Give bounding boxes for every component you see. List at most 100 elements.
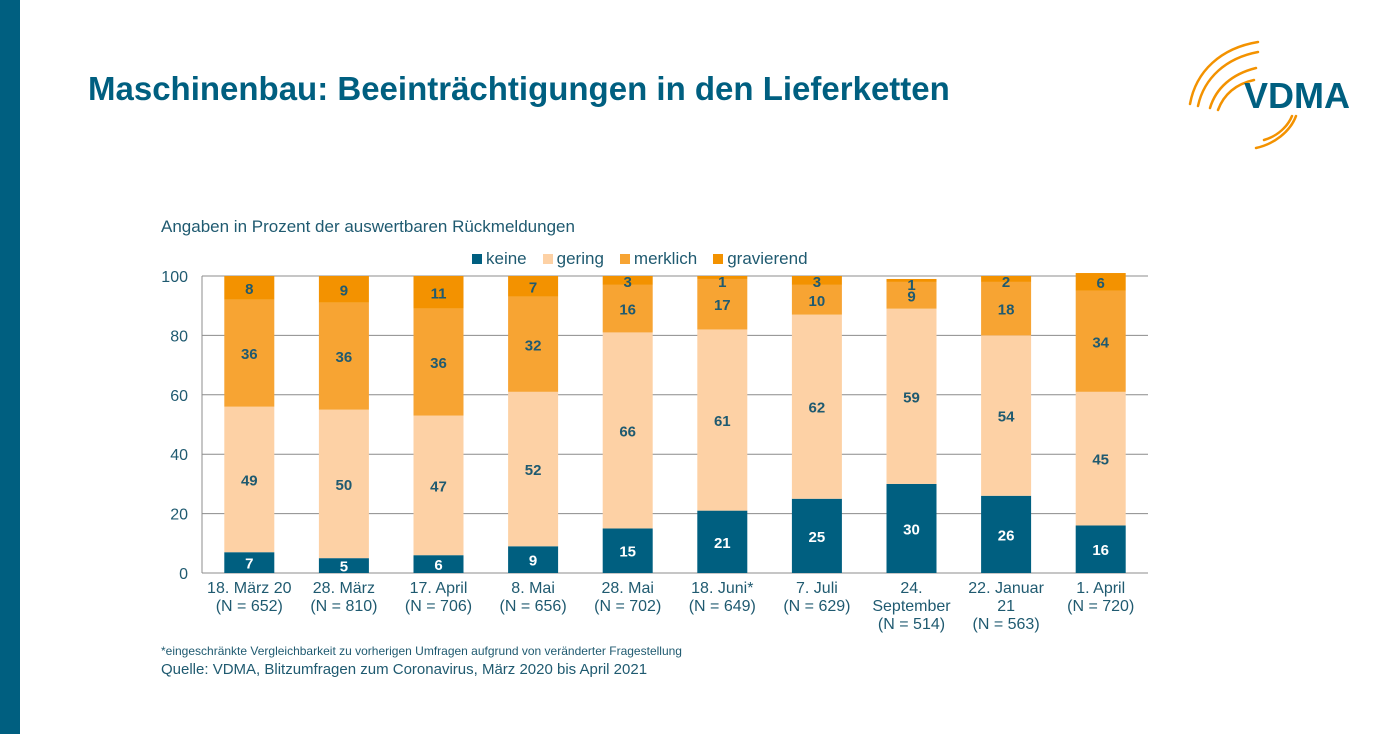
x-tick-label: (N = 629) — [783, 598, 850, 615]
x-tick-label: (N = 810) — [310, 598, 377, 615]
x-tick-label: 17. April — [410, 580, 468, 597]
bar-segment-merklich — [697, 278, 748, 330]
data-label-keine: 6 — [434, 557, 442, 574]
data-label-merklich: 9 — [907, 288, 915, 305]
x-tick-label: (N = 514) — [878, 616, 945, 633]
y-tick-label: 100 — [161, 269, 188, 286]
logo-arcs-icon — [1188, 40, 1298, 150]
data-label-gering: 54 — [998, 409, 1015, 426]
x-tick-label: 18. Juni* — [691, 580, 753, 597]
bar-segment-gravierend — [318, 276, 369, 303]
x-tick-label: 21 — [997, 598, 1015, 615]
data-label-gering: 47 — [430, 478, 447, 495]
legend-item-gravierend: gravierend — [713, 249, 808, 269]
legend-item-gering: gering — [542, 249, 604, 269]
data-label-gravierend: 1 — [718, 274, 726, 291]
bar-segment-gering — [981, 335, 1032, 496]
data-label-merklich: 36 — [430, 355, 447, 372]
y-tick-label: 60 — [170, 388, 188, 405]
page-title: Maschinenbau: Beeinträchtigungen in den … — [88, 70, 950, 107]
y-tick-label: 20 — [170, 507, 188, 524]
data-label-gravierend: 8 — [245, 281, 253, 298]
bar-segment-gering — [791, 314, 842, 499]
bar-segment-gravierend — [508, 276, 559, 297]
data-label-gravierend: 6 — [1097, 275, 1105, 292]
data-label-gering: 49 — [241, 472, 258, 489]
bar-segment-gravierend — [981, 276, 1032, 282]
bar-segment-merklich — [602, 284, 653, 333]
bar-segment-gering — [508, 391, 559, 547]
data-label-gravierend: 11 — [431, 285, 447, 302]
bar-segment-merklich — [1075, 290, 1126, 392]
data-label-keine: 15 — [619, 544, 636, 561]
data-label-keine: 16 — [1092, 542, 1109, 559]
bar-segment-gering — [224, 406, 275, 553]
data-label-keine: 21 — [714, 535, 731, 552]
chart-subtitle: Angaben in Prozent der auswertbaren Rück… — [161, 217, 575, 236]
legend-item-merklich: merklich — [619, 249, 697, 269]
data-label-gering: 50 — [336, 477, 353, 494]
data-label-gravierend: 3 — [624, 274, 632, 291]
chart-legend: keine gering merklich gravierend — [472, 249, 824, 269]
bar-segment-gering — [697, 329, 748, 511]
x-tick-label: 8. Mai — [511, 580, 555, 597]
bar-segment-merklich — [413, 308, 464, 416]
bar-segment-merklich — [318, 302, 369, 410]
data-label-merklich: 36 — [336, 349, 353, 366]
bar-segment-keine — [318, 558, 369, 573]
y-tick-label: 0 — [179, 566, 188, 583]
data-label-keine: 9 — [529, 553, 537, 570]
bar-segment-keine — [224, 552, 275, 573]
source-note: Quelle: VDMA, Blitzumfragen zum Coronavi… — [161, 661, 648, 678]
x-tick-label: (N = 706) — [405, 598, 472, 615]
x-tick-label: 1. April — [1076, 580, 1125, 597]
data-label-merklich: 36 — [241, 346, 258, 363]
legend-item-keine: keine — [472, 249, 527, 269]
vdma-logo: VDMA — [1188, 40, 1350, 150]
bar-segment-gering — [318, 409, 369, 559]
data-label-gering: 62 — [809, 400, 826, 417]
bar-segment-gravierend — [602, 276, 653, 285]
bar-segment-gravierend — [224, 276, 275, 300]
bar-segment-keine — [1075, 525, 1126, 573]
x-tick-label: (N = 656) — [500, 598, 567, 615]
data-label-gering: 59 — [903, 389, 920, 406]
data-label-keine: 30 — [903, 521, 920, 538]
bar-segment-keine — [602, 528, 653, 573]
footnote: *eingeschränkte Vergleichbarkeit zu vorh… — [161, 644, 682, 658]
data-label-gravierend: 7 — [529, 279, 537, 296]
bar-segment-gravierend — [413, 276, 464, 309]
data-label-gravierend: 2 — [1002, 274, 1010, 291]
bar-segment-keine — [508, 546, 559, 573]
data-label-gravierend: 9 — [340, 282, 348, 299]
bar-segment-merklich — [224, 299, 275, 407]
bar-segment-merklich — [791, 284, 842, 315]
side-accent-bar — [0, 0, 20, 734]
y-tick-label: 40 — [170, 447, 188, 464]
x-tick-label: (N = 649) — [689, 598, 756, 615]
bar-segment-gering — [413, 415, 464, 556]
x-tick-label: (N = 702) — [594, 598, 661, 615]
data-label-gering: 66 — [619, 423, 636, 440]
x-tick-label: 7. Juli — [796, 580, 838, 597]
x-tick-label: (N = 652) — [216, 598, 283, 615]
data-label-merklich: 32 — [525, 337, 542, 354]
data-label-gering: 61 — [714, 413, 731, 430]
data-label-merklich: 18 — [998, 302, 1015, 319]
y-tick-label: 80 — [170, 328, 188, 345]
data-label-gering: 52 — [525, 462, 542, 479]
legend-label-gravierend: gravierend — [727, 249, 808, 268]
data-label-gravierend: 1 — [907, 277, 915, 294]
bar-segment-keine — [791, 498, 842, 573]
bar-segment-merklich — [886, 281, 937, 309]
data-label-merklich: 34 — [1092, 334, 1109, 351]
data-label-merklich: 10 — [809, 293, 826, 310]
data-label-keine: 5 — [340, 559, 348, 576]
x-tick-label: September — [872, 598, 951, 615]
bar-segment-merklich — [508, 296, 559, 392]
x-tick-label: 22. Januar — [968, 580, 1044, 597]
x-tick-label: 18. März 20 — [207, 580, 292, 597]
bar-segment-gravierend — [697, 276, 748, 279]
legend-swatch-merklich — [619, 254, 630, 264]
